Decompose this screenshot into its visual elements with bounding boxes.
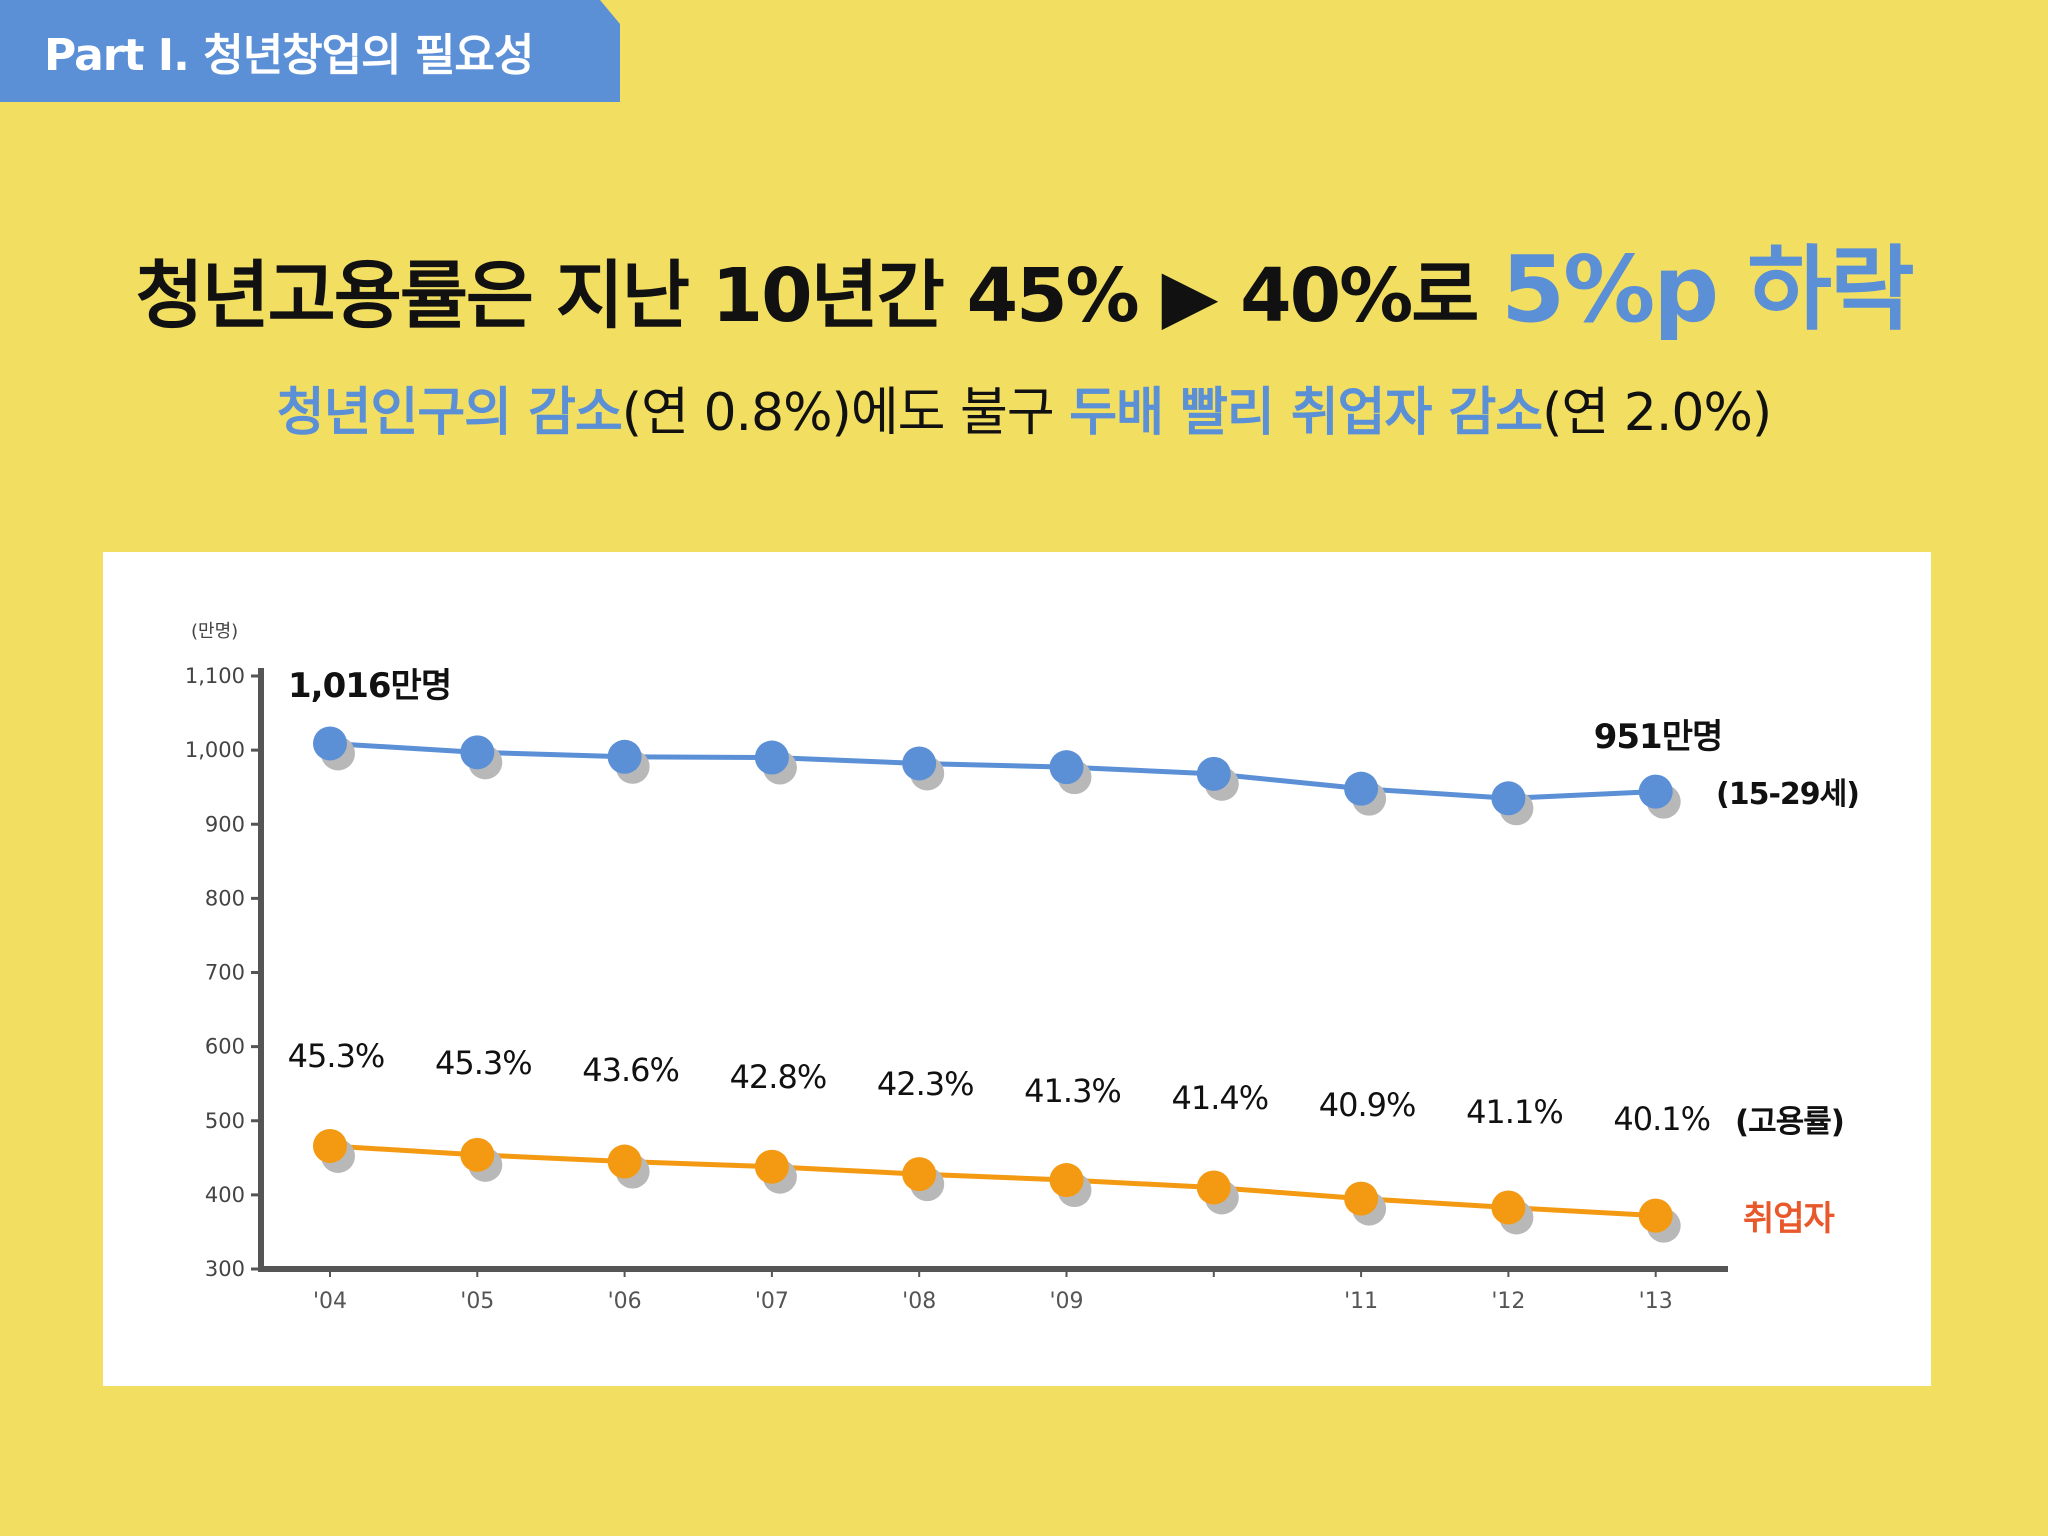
x-tick-label: '12 — [1491, 1289, 1525, 1314]
x-tick-label: '11 — [1344, 1289, 1378, 1314]
employed-line — [329, 1143, 1656, 1219]
x-tick-label: '05 — [460, 1289, 494, 1314]
employed-point — [460, 1137, 495, 1172]
population-point — [754, 740, 789, 775]
employed-point — [1491, 1190, 1526, 1225]
y-tick-label: 700 — [205, 961, 245, 985]
employed-point — [902, 1157, 937, 1192]
line-chart: (만명) 300 400 500 600 700 800 900 1,000 1,100 '04 '0… — [185, 621, 1860, 1314]
y-tick-label: 800 — [205, 886, 245, 910]
population-series-label: (15-29세) — [1716, 777, 1859, 812]
y-tick-label: 1,100 — [185, 664, 245, 688]
employment-rate-label: 41.4% — [1171, 1079, 1268, 1117]
employed-point — [754, 1149, 789, 1184]
start-annotation: 1,016만명 — [288, 666, 451, 706]
population-point — [460, 735, 495, 770]
x-tick-label: '07 — [755, 1289, 789, 1314]
employed-point — [607, 1144, 642, 1179]
population-point — [1196, 756, 1231, 791]
employed-point — [313, 1128, 347, 1163]
employment-rate-label: 40.1% — [1613, 1100, 1710, 1138]
employment-rate-label: 42.3% — [877, 1065, 974, 1103]
population-line — [329, 740, 1656, 801]
employment-rate-series-label: (고용률) — [1735, 1104, 1844, 1140]
y-tick-label: 1,000 — [185, 738, 245, 762]
subline-part3: 두배 빨리 취업자 감소 — [1069, 383, 1543, 443]
y-tick-label: 400 — [205, 1183, 245, 1207]
y-tick-label: 900 — [205, 812, 245, 836]
headline-text: 청년고용률은 지난 10년간 45% ▶ 40%로 — [135, 253, 1502, 339]
headline: 청년고용률은 지난 10년간 45% ▶ 40%로 5%p 하락 — [0, 215, 2048, 348]
x-tick-label: '04 — [313, 1289, 347, 1314]
employed-point — [1638, 1198, 1673, 1233]
y-tick-label: 300 — [205, 1257, 245, 1281]
employment-rate-label: 40.9% — [1319, 1086, 1416, 1124]
population-point — [1344, 771, 1379, 806]
employment-rate-label: 45.3% — [435, 1044, 532, 1082]
employment-rate-label: 43.6% — [582, 1051, 679, 1089]
subline-part1: 청년인구의 감소 — [276, 383, 623, 443]
population-point — [1491, 781, 1526, 816]
subline: 청년인구의 감소(연 0.8%)에도 불구 두배 빨리 취업자 감소(연 2.0… — [0, 370, 2048, 445]
section-tab: Part I. 청년창업의 필요성 — [0, 0, 620, 102]
y-unit-label: (만명) — [191, 621, 238, 642]
headline-highlight: 5%p 하락 — [1501, 236, 1914, 343]
population-point — [1638, 774, 1673, 809]
x-tick-label: '13 — [1639, 1289, 1673, 1314]
employed-series-label: 취업자 — [1743, 1199, 1835, 1239]
x-tick-label: '09 — [1049, 1289, 1083, 1314]
subline-part4: (연 2.0%) — [1542, 383, 1772, 443]
subline-part2: (연 0.8%)에도 불구 — [621, 383, 1070, 443]
employment-rate-label: 41.3% — [1024, 1072, 1121, 1110]
y-tick-label: 500 — [205, 1109, 245, 1133]
end-annotation: 951만명 — [1594, 717, 1723, 757]
employed-point — [1049, 1163, 1084, 1198]
employment-rate-label: 41.1% — [1466, 1093, 1563, 1131]
y-tick-label: 600 — [205, 1035, 245, 1059]
population-point — [313, 726, 347, 761]
employed-point — [1196, 1170, 1231, 1205]
population-point — [607, 739, 642, 774]
employment-rate-label: 42.8% — [730, 1058, 827, 1096]
x-tick-label: '08 — [902, 1289, 936, 1314]
employment-rate-label: 45.3% — [288, 1037, 385, 1075]
x-tick-label: '06 — [608, 1289, 642, 1314]
chart-panel: (만명) 300 400 500 600 700 800 900 1,000 1,100 '04 '0… — [103, 552, 1931, 1386]
population-point — [902, 746, 937, 781]
employed-point — [1344, 1181, 1379, 1216]
population-point — [1049, 750, 1084, 785]
